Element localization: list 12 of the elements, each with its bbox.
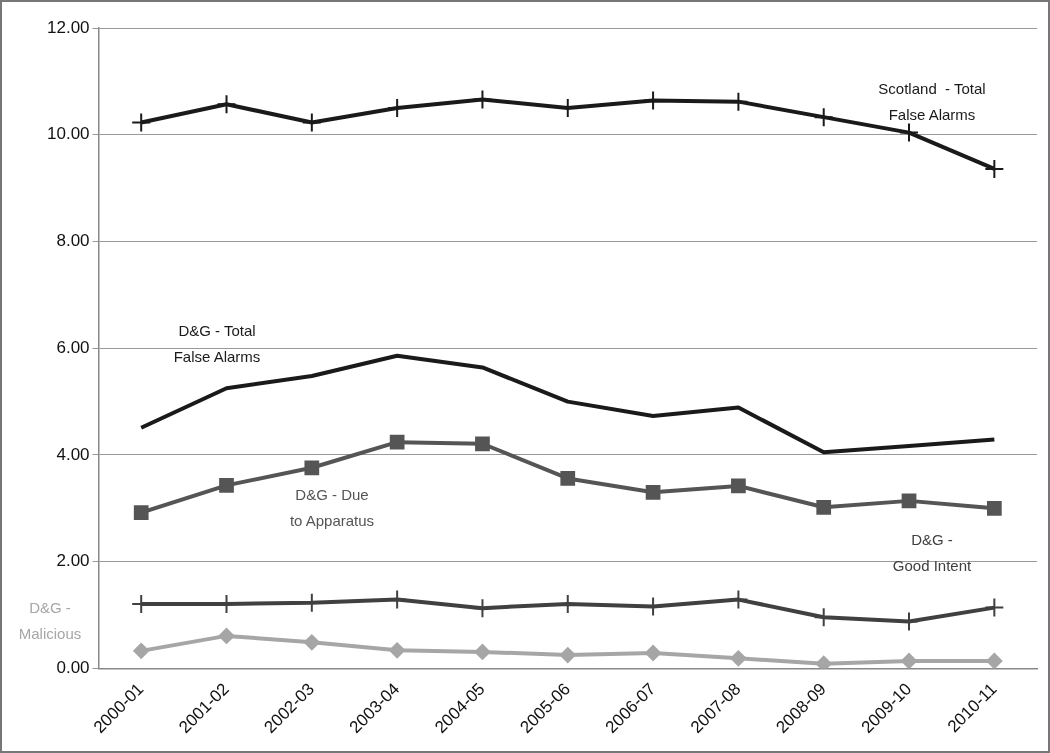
text: D&G - Good Intent [892,531,973,575]
y-tick-label: 12.00 [46,17,90,37]
y-tick-label: 8.00 [56,231,90,251]
y-tick-label: 10.00 [46,124,90,144]
text: D&G - Malicious [18,599,82,643]
y-tick-label: 0.00 [56,658,90,678]
y-tick-label: 2.00 [56,551,90,571]
y-tick-label: 4.00 [56,444,90,464]
y-tick-label: 6.00 [56,337,90,357]
series-label: D&G - Due to Apparatus [289,486,375,530]
series-label: Scotland - Total False Alarms [878,80,986,124]
series-label: D&G - Total False Alarms [173,322,261,366]
